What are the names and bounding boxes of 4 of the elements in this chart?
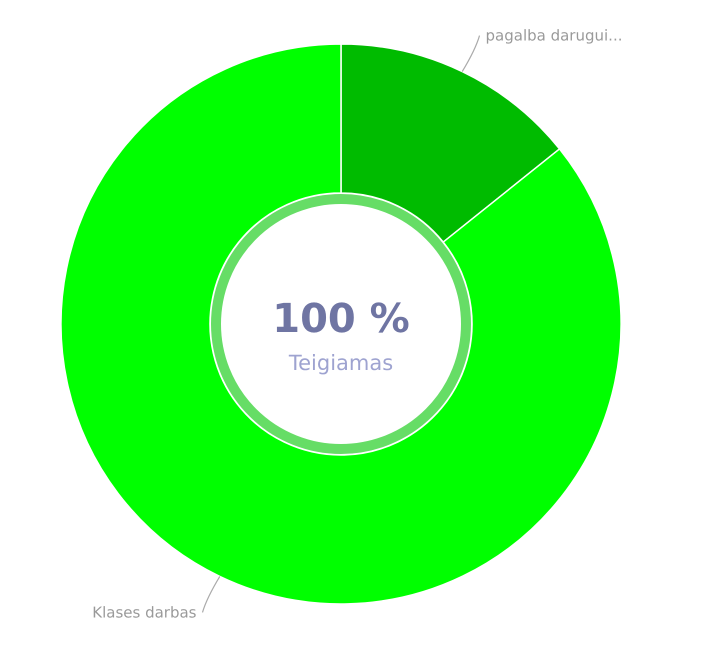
slice-label: Klases darbas (92, 603, 197, 622)
slice-label: pagalba darugui... (486, 26, 622, 45)
text: 100 % (272, 296, 410, 342)
text: Teigiamas (288, 351, 394, 375)
